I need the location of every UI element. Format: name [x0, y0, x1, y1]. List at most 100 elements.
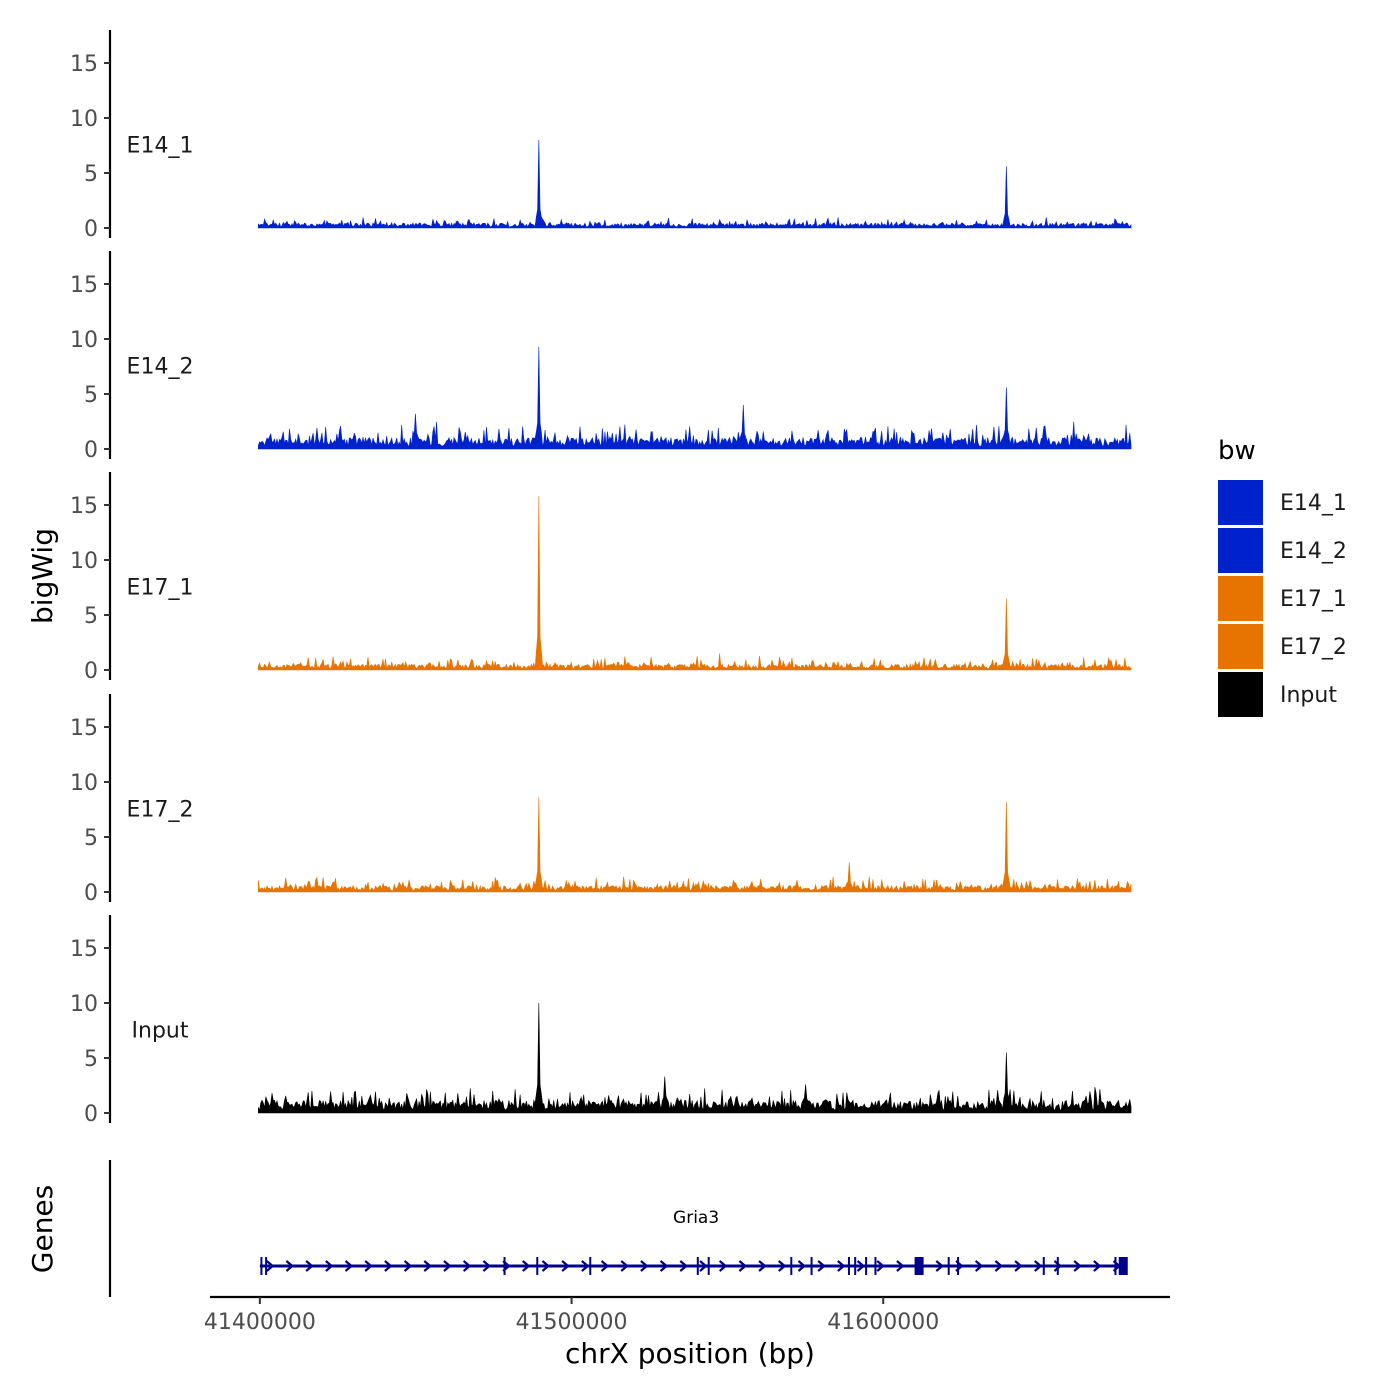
strand-arrow	[994, 1260, 1004, 1272]
strand-arrow	[266, 1260, 275, 1272]
exon	[707, 1257, 710, 1275]
strand-arrow	[285, 1260, 295, 1272]
y-tick-label: 15	[70, 937, 98, 962]
strand-arrow	[1053, 1260, 1063, 1272]
y-tick-label: 5	[84, 162, 98, 187]
x-axis: 41400000 41500000 41600000	[204, 1295, 1170, 1335]
strand-arrow	[384, 1260, 393, 1272]
strand-arrow	[1034, 1260, 1043, 1272]
strand-arrow	[718, 1260, 728, 1272]
strand-arrow	[462, 1260, 472, 1272]
track-label: E14_2	[127, 354, 194, 379]
strand-arrow	[837, 1260, 846, 1272]
strand-arrow	[856, 1260, 866, 1272]
track-label: E17_1	[127, 575, 194, 600]
x-tick-label: 41600000	[827, 1310, 939, 1335]
legend-label: E14_1	[1280, 491, 1347, 516]
strand-arrow	[403, 1260, 413, 1272]
legend-key	[1218, 576, 1263, 621]
track-label: Input	[132, 1018, 189, 1043]
exon	[1118, 1257, 1128, 1275]
strand-arrow	[640, 1260, 649, 1272]
y-tick-label: 0	[84, 659, 98, 684]
y-tick-label: 0	[84, 881, 98, 906]
exon	[957, 1257, 960, 1275]
exon	[810, 1257, 813, 1275]
genes-axis-title: Genes	[26, 1185, 59, 1273]
exon	[260, 1257, 263, 1275]
signal-area	[258, 1002, 1132, 1114]
y-tick-label: 15	[70, 716, 98, 741]
legend-label: E17_1	[1280, 587, 1347, 612]
gene-label: Gria3	[673, 1208, 719, 1228]
x-axis-title: chrX position (bp)	[565, 1337, 815, 1370]
y-tick-label: 5	[84, 826, 98, 851]
strand-arrow	[482, 1260, 492, 1272]
strand-arrow	[659, 1260, 669, 1272]
legend-key	[1218, 672, 1263, 717]
exon	[874, 1257, 877, 1275]
strand-arrow	[581, 1260, 590, 1272]
exon	[1042, 1257, 1045, 1275]
exon	[865, 1257, 868, 1275]
strand-arrow	[325, 1260, 334, 1272]
y-tick-label: 10	[70, 992, 98, 1017]
y-tick-label: 15	[70, 494, 98, 519]
strand-arrow	[738, 1260, 748, 1272]
y-tick-label: 10	[70, 549, 98, 574]
legend-key	[1218, 624, 1263, 669]
track-e17-2: 0 5 10 15 E17_2	[70, 694, 1132, 906]
y-tick-label: 5	[84, 383, 98, 408]
strand-arrow	[364, 1260, 373, 1272]
track-e14-1: 0 5 10 15 E14_1	[70, 30, 1132, 242]
strand-arrow	[974, 1260, 984, 1272]
gene-panel: Gria3	[108, 1160, 1128, 1297]
strand-arrow	[600, 1260, 610, 1272]
signal-tracks: 0 5 10 15 E14_1 0 5 10 15 E14_2 0 5 10 15 E17_1 0 5 10 15 E…	[70, 30, 1132, 1127]
y-tick-label: 15	[70, 52, 98, 77]
legend-key	[1218, 528, 1263, 573]
legend-title: bw	[1218, 436, 1256, 466]
y-tick-label: 0	[84, 438, 98, 463]
exon	[265, 1257, 268, 1275]
strand-arrow	[522, 1260, 531, 1272]
exon	[1056, 1257, 1059, 1275]
strand-arrow	[620, 1260, 629, 1272]
exon	[847, 1257, 850, 1275]
strand-arrow	[541, 1260, 551, 1272]
y-tick-label: 15	[70, 273, 98, 298]
strand-arrow	[561, 1260, 570, 1272]
exon	[696, 1257, 699, 1275]
y-tick-label: 0	[84, 217, 98, 242]
legend-items: E14_1 E14_2 E17_1 E17_2 Input	[1218, 480, 1347, 717]
legend-key	[1218, 480, 1263, 525]
strand-arrow	[1014, 1260, 1023, 1272]
strand-arrow	[817, 1260, 826, 1272]
strand-arrow	[1073, 1260, 1082, 1272]
legend: bw E14_1 E14_2 E17_1 E17_2 Input	[1218, 436, 1347, 717]
track-e14-2: 0 5 10 15 E14_2	[70, 251, 1132, 463]
strand-arrow	[344, 1260, 354, 1272]
track-label: E14_1	[127, 133, 194, 158]
strand-arrow	[699, 1260, 708, 1272]
strand-arrow	[876, 1260, 885, 1272]
y-tick-label: 10	[70, 771, 98, 796]
strand-arrow	[935, 1260, 944, 1272]
exon	[914, 1257, 924, 1275]
y-tick-label: 5	[84, 604, 98, 629]
exon	[589, 1257, 592, 1275]
legend-label: E17_2	[1280, 635, 1347, 660]
y-axis-title: bigWig	[26, 528, 59, 624]
signal-area	[258, 139, 1132, 229]
strand-arrow	[1093, 1260, 1102, 1272]
strand-arrow	[305, 1260, 314, 1272]
strand-arrow	[758, 1260, 767, 1272]
exon	[854, 1257, 857, 1275]
legend-label: E14_2	[1280, 539, 1347, 564]
strand-arrow	[896, 1260, 905, 1272]
signal-area	[258, 797, 1132, 893]
y-tick-label: 5	[84, 1047, 98, 1072]
signal-area	[258, 346, 1132, 450]
strand-arrow	[778, 1260, 787, 1272]
